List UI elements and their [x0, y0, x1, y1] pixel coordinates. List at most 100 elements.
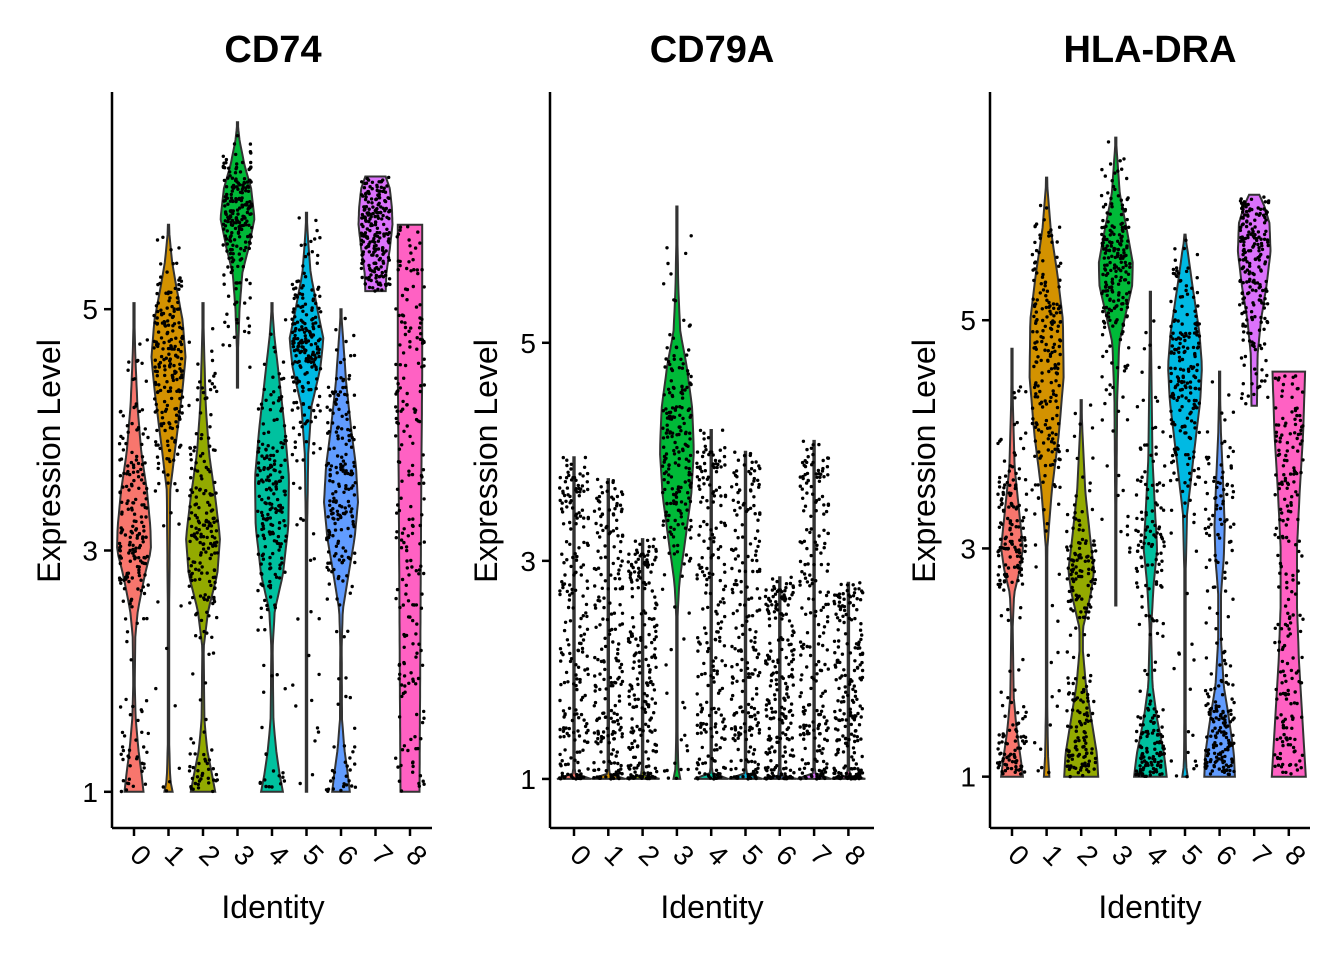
cell-point: [398, 715, 401, 718]
cell-point: [248, 324, 251, 327]
cell-point: [212, 651, 215, 654]
cell-point: [628, 703, 631, 706]
cell-point: [1128, 262, 1131, 265]
cell-point: [209, 557, 212, 560]
cell-point: [681, 367, 684, 370]
cell-point: [1051, 463, 1054, 466]
cell-point: [644, 700, 647, 703]
cell-point: [619, 504, 622, 507]
cell-point: [563, 629, 566, 632]
cell-point: [299, 421, 302, 424]
x-tick-label: 0: [1002, 839, 1035, 872]
cell-point: [378, 236, 381, 239]
cell-point: [403, 321, 406, 324]
cell-point: [121, 485, 124, 488]
cell-point: [805, 665, 808, 668]
cell-point: [211, 327, 214, 330]
cell-point: [196, 775, 199, 778]
cell-point: [406, 749, 409, 752]
cell-point: [411, 771, 414, 774]
cell-point: [344, 506, 347, 509]
cell-point: [770, 674, 773, 677]
cell-point: [1052, 389, 1055, 392]
cell-point: [714, 656, 717, 659]
cell-point: [627, 764, 630, 767]
cell-point: [372, 262, 375, 265]
cell-point: [566, 471, 569, 474]
cell-point: [826, 465, 829, 468]
cell-point: [353, 465, 356, 468]
cell-point: [174, 287, 177, 290]
cell-point: [1100, 233, 1103, 236]
cell-point: [122, 448, 125, 451]
cell-point: [397, 233, 400, 236]
cell-point: [800, 570, 803, 573]
cell-point: [1078, 595, 1081, 598]
cell-point: [567, 474, 570, 477]
cell-point: [328, 447, 331, 450]
cell-point: [1021, 519, 1024, 522]
cell-point: [160, 422, 163, 425]
cell-point: [268, 530, 271, 533]
violin-identity-3: [660, 207, 694, 781]
cell-point: [142, 529, 145, 532]
cell-point: [354, 481, 357, 484]
cell-point: [758, 728, 761, 731]
cell-point: [571, 556, 574, 559]
cell-point: [1051, 695, 1054, 698]
cell-point: [136, 359, 139, 362]
cell-point: [580, 698, 583, 701]
cell-point: [800, 673, 803, 676]
cell-point: [400, 789, 403, 792]
cell-point: [747, 711, 750, 714]
cell-point: [136, 587, 139, 590]
cell-point: [246, 180, 249, 183]
cell-point: [582, 541, 585, 544]
cell-point: [328, 561, 331, 564]
cell-point: [130, 598, 133, 601]
cell-point: [747, 672, 750, 675]
cell-point: [648, 676, 651, 679]
cell-point: [596, 742, 599, 745]
cell-point: [786, 728, 789, 731]
cell-point: [823, 546, 826, 549]
cell-point: [199, 553, 202, 556]
cell-point: [717, 548, 720, 551]
cell-point: [651, 589, 654, 592]
cell-point: [711, 533, 714, 536]
cell-point: [563, 494, 566, 497]
cell-point: [578, 734, 581, 737]
cell-point: [662, 436, 665, 439]
cell-point: [166, 444, 169, 447]
cell-point: [1112, 233, 1115, 236]
cell-point: [374, 221, 377, 224]
cell-point: [565, 464, 568, 467]
cell-point: [142, 432, 145, 435]
cell-point: [1033, 241, 1036, 244]
cell-point: [1016, 579, 1019, 582]
cell-point: [261, 443, 264, 446]
cell-point: [345, 418, 348, 421]
cell-point: [580, 573, 583, 576]
cell-point: [860, 633, 863, 636]
cell-point: [678, 414, 681, 417]
cell-point: [199, 533, 202, 536]
cell-point: [718, 459, 721, 462]
cell-point: [749, 489, 752, 492]
cell-point: [345, 783, 348, 786]
x-tick-label: 8: [400, 839, 433, 872]
cell-point: [810, 554, 813, 557]
cell-point: [409, 326, 412, 329]
cell-point: [621, 587, 624, 590]
cell-point: [341, 386, 344, 389]
cell-point: [637, 659, 640, 662]
cell-point: [269, 508, 272, 511]
cell-point: [260, 511, 263, 514]
cell-point: [266, 608, 269, 611]
cell-point: [278, 385, 281, 388]
cell-point: [386, 233, 389, 236]
cell-point: [1089, 481, 1092, 484]
cell-point: [672, 337, 675, 340]
cell-point: [313, 237, 316, 240]
cell-point: [173, 370, 176, 373]
